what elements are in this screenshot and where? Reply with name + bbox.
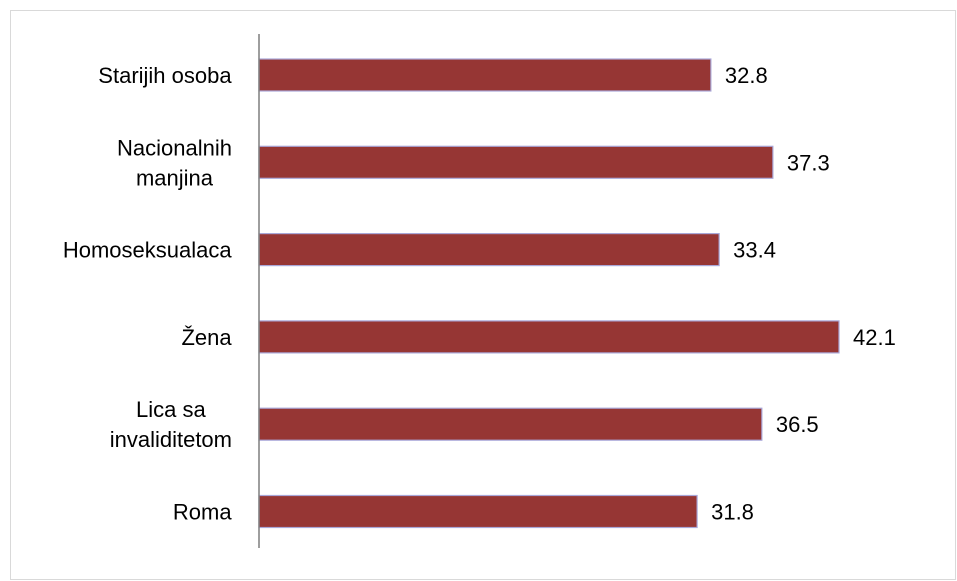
data-label-0: 32.8 [725,63,768,88]
category-label-line: Žena [181,325,232,350]
chart-frame [10,10,956,580]
labels-layer: 32.8 Starijih osoba 37.3 Nacionalnih manjina… [63,63,896,525]
category-label-line: Nacionalnih [117,135,232,160]
bars-layer [258,58,840,529]
data-label-3: 42.1 [853,325,896,350]
category-label-0: Starijih osoba [98,63,232,88]
category-label-line: invaliditetom [110,427,232,452]
bar-1 [258,145,774,179]
category-label-line: Starijih osoba [98,63,232,88]
data-label-4: 36.5 [776,412,819,437]
data-label-5: 31.8 [711,500,754,525]
data-label-1: 37.3 [787,150,830,175]
category-label-line: Roma [173,500,232,525]
data-label-2: 33.4 [733,238,776,263]
category-label-5: Roma [173,500,232,525]
bar-5 [258,494,698,529]
category-label-line: manjina [136,165,214,190]
category-label-2: Homoseksualaca [63,238,233,263]
category-label-1: Nacionalnih manjina [117,135,232,190]
bar-0 [258,58,712,92]
bar-2 [258,233,720,267]
category-label-line: Homoseksualaca [63,238,233,263]
category-label-4: Lica sa invaliditetom [110,397,232,452]
bar-3 [258,320,840,354]
bar-4 [258,407,763,441]
category-label-3: Žena [181,325,232,350]
category-label-line: Lica sa [136,397,206,422]
